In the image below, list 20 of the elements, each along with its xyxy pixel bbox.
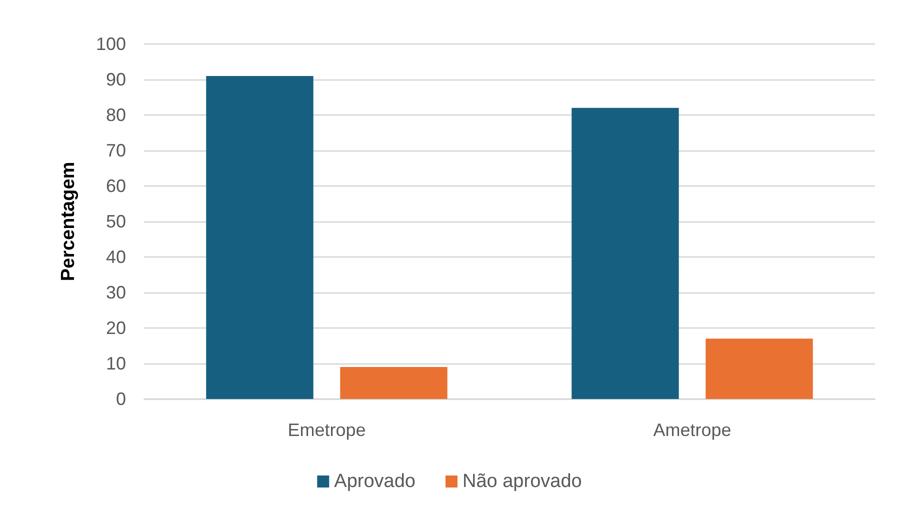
- y-tick-label: 30: [106, 282, 126, 302]
- y-tick-label: 40: [106, 247, 126, 267]
- y-axis-title: Percentagem: [58, 162, 79, 282]
- legend-label: Não aprovado: [462, 471, 582, 492]
- y-tick-label: 50: [106, 212, 126, 232]
- y-tick-label: 90: [106, 70, 126, 90]
- bar: [572, 108, 679, 399]
- bar: [706, 338, 813, 399]
- bar: [340, 367, 448, 399]
- y-tick-label: 0: [116, 389, 126, 409]
- x-tick-label: Emetrope: [288, 420, 366, 440]
- y-tick-label: 20: [106, 318, 126, 338]
- y-tick-label: 60: [106, 176, 126, 196]
- y-tick-label: 10: [106, 354, 126, 374]
- y-tick-label: 70: [106, 140, 126, 160]
- bar: [206, 76, 314, 399]
- legend-label: Aprovado: [334, 471, 416, 492]
- y-tick-label: 100: [96, 34, 126, 54]
- y-tick-label: 80: [106, 105, 126, 125]
- x-tick-label: Ametrope: [653, 420, 732, 440]
